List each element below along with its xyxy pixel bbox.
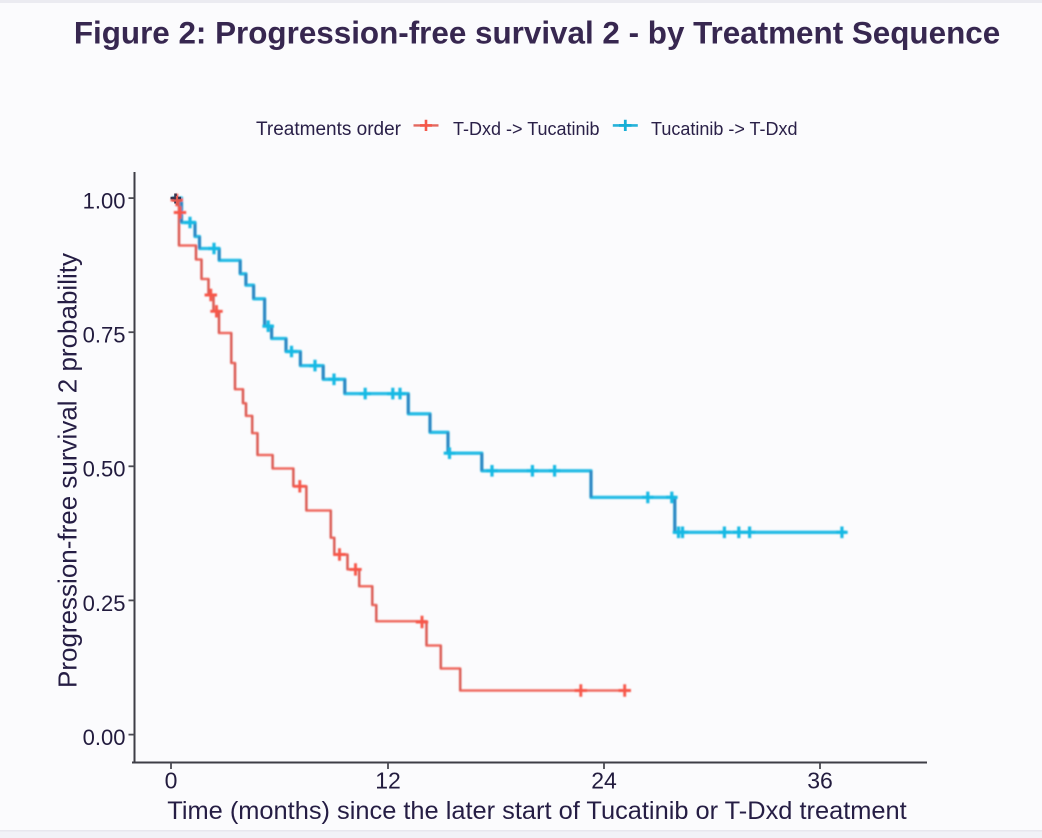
svg-text:24: 24 — [591, 768, 617, 794]
svg-text:12: 12 — [375, 768, 401, 794]
svg-text:0.00: 0.00 — [83, 725, 126, 750]
svg-text:Time (months) since the later: Time (months) since the later start of T… — [167, 797, 906, 825]
svg-text:Treatments order: Treatments order — [256, 119, 402, 140]
svg-text:0.50: 0.50 — [83, 457, 126, 482]
svg-text:T-Dxd -> Tucatinib: T-Dxd -> Tucatinib — [453, 119, 600, 139]
svg-text:Figure 2: Progression-free sur: Figure 2: Progression-free survival 2 - … — [74, 16, 1000, 51]
svg-text:0.25: 0.25 — [83, 591, 126, 616]
svg-text:Progression-free survival 2 pr: Progression-free survival 2 probability — [53, 253, 83, 688]
svg-text:0: 0 — [165, 768, 178, 794]
svg-text:0.75: 0.75 — [83, 323, 126, 348]
svg-text:Tucatinib -> T-Dxd: Tucatinib -> T-Dxd — [651, 119, 798, 139]
svg-text:36: 36 — [807, 768, 833, 794]
svg-text:1.00: 1.00 — [83, 189, 126, 214]
